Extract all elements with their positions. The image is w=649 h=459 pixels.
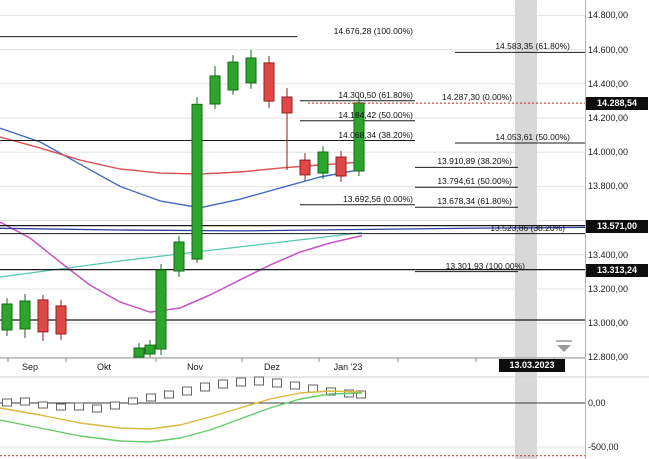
- time-axis[interactable]: [0, 358, 585, 377]
- crosshair-band: [515, 0, 537, 459]
- price-axis[interactable]: [585, 0, 649, 459]
- scroll-down-icon[interactable]: [556, 340, 572, 352]
